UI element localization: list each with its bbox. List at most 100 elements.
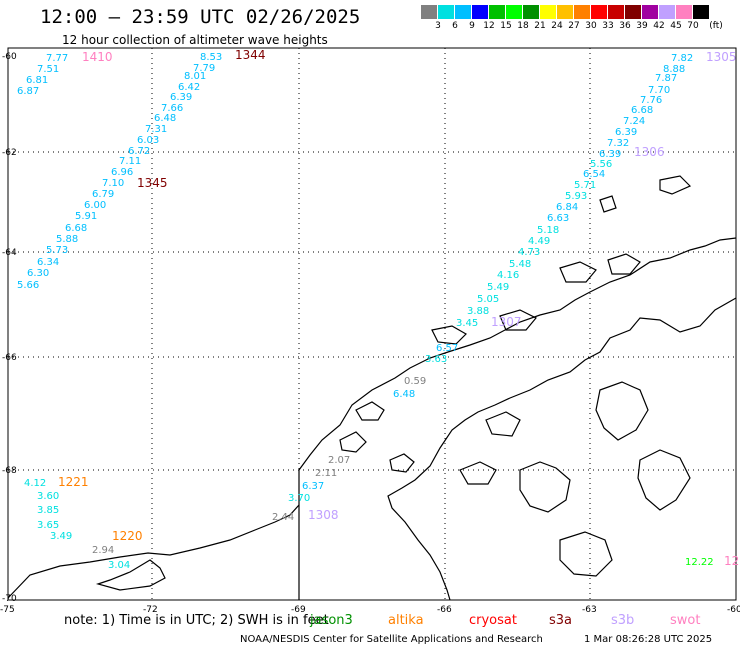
color-swatch <box>608 5 625 19</box>
wave-height-value: 7.77 <box>46 53 68 64</box>
wave-height-value: 6.54 <box>583 169 605 180</box>
wave-height-value: 6.00 <box>84 200 106 211</box>
coastline-path <box>595 381 649 441</box>
wave-height-value: 12.22 <box>685 557 714 568</box>
longitude-label: -66 <box>437 605 452 615</box>
color-scale-labels: 3 6 9 12 15 18 21 24 27 30 33 36 39 42 45 70 (ft) <box>421 21 740 33</box>
wave-height-value: 7.87 <box>655 73 677 84</box>
color-scale-tick-label: 45 <box>670 21 682 31</box>
wave-height-value: 6.48 <box>393 389 415 400</box>
latitude-label: -62 <box>2 148 17 158</box>
color-swatch <box>625 5 642 19</box>
color-scale-tick-label: 36 <box>619 21 631 31</box>
color-scale-tick-label: 21 <box>534 21 546 31</box>
wave-height-value: 4.49 <box>528 236 550 247</box>
color-scale-tick-label: 42 <box>653 21 665 31</box>
color-scale-unit: (ft) <box>709 21 723 31</box>
color-scale-tick-label: 3 <box>435 21 441 31</box>
color-scale-tick-label: 27 <box>568 21 580 31</box>
latitude-label: -68 <box>2 466 17 476</box>
latitude-label: -64 <box>2 248 17 258</box>
coastline-path <box>559 531 613 577</box>
color-scale-tick-label: 18 <box>517 21 529 31</box>
wave-height-value: 8.01 <box>184 71 206 82</box>
wave-height-value: 7.70 <box>648 85 670 96</box>
wave-height-value: 6.39 <box>599 149 621 160</box>
coastline-path <box>559 261 597 283</box>
color-swatch <box>455 5 472 19</box>
coastline-path <box>431 325 467 345</box>
wave-height-value: 7.66 <box>161 103 183 114</box>
coastline-path <box>389 453 415 473</box>
color-swatch <box>472 5 489 19</box>
color-swatch <box>659 5 676 19</box>
wave-height-value: 7.79 <box>193 63 215 74</box>
track-time-label: 1220 <box>112 529 143 543</box>
wave-height-value: 7.31 <box>145 124 167 135</box>
coastline-path <box>459 461 497 485</box>
color-scale-tick-label: 9 <box>469 21 475 31</box>
footer-note: note: 1) Time is in UTC; 2) SWH is in fe… <box>64 613 329 628</box>
color-swatch <box>557 5 574 19</box>
color-swatch <box>591 5 608 19</box>
wave-height-value: 6.96 <box>111 167 133 178</box>
coastline-path <box>519 461 571 513</box>
generated-timestamp: 1 Mar 08:26:28 UTC 2025 <box>584 634 713 645</box>
wave-height-value: 5.48 <box>509 259 531 270</box>
color-scale-tick-label: 12 <box>483 21 495 31</box>
wave-height-value: 4.73 <box>518 247 540 258</box>
wave-height-value: 7.10 <box>102 178 124 189</box>
wave-height-value: 3.60 <box>37 491 59 502</box>
wave-height-value: 2.07 <box>328 455 350 466</box>
wave-height-value: 5.91 <box>75 211 97 222</box>
color-swatch <box>421 5 438 19</box>
coastline-path <box>607 253 641 275</box>
wave-height-value: 2.44 <box>272 512 294 523</box>
latitude-label: -70 <box>2 594 17 604</box>
wave-height-value: 6.63 <box>547 213 569 224</box>
track-time-label: 12 <box>724 554 739 568</box>
color-swatch <box>693 5 710 19</box>
wave-height-value: 3.85 <box>37 505 59 516</box>
wave-height-value: 3.04 <box>108 560 130 571</box>
wave-height-value: 6.30 <box>27 268 49 279</box>
color-scale-tick-label: 33 <box>602 21 614 31</box>
color-scale-tick-label: 15 <box>500 21 512 31</box>
map-frame <box>7 47 737 601</box>
wave-height-value: 2.94 <box>92 545 114 556</box>
color-scale-tick-label: 70 <box>687 21 699 31</box>
coastline-path <box>637 449 691 511</box>
wave-height-value: 3.63 <box>425 354 447 365</box>
credit-line: NOAA/NESDIS Center for Satellite Applica… <box>240 634 543 645</box>
wave-height-value: 7.76 <box>640 95 662 106</box>
wave-height-value: 3.49 <box>50 531 72 542</box>
wave-height-value: 4.16 <box>497 270 519 281</box>
wave-height-value: 3.70 <box>288 493 310 504</box>
wave-height-value: 5.88 <box>56 234 78 245</box>
wave-height-value: 7.32 <box>607 138 629 149</box>
wave-height-value: 3.45 <box>456 318 478 329</box>
longitude-label: -69 <box>291 605 306 615</box>
wave-height-value: 6.37 <box>302 481 324 492</box>
wave-height-value: 5.66 <box>17 280 39 291</box>
longitude-label: -60 <box>727 605 740 615</box>
coastline-path <box>298 237 737 600</box>
wave-height-value: 5.93 <box>565 191 587 202</box>
map-title: 12:00 – 23:59 UTC 02/26/2025 <box>40 6 361 28</box>
satellite-legend-s3a: s3a <box>549 613 573 628</box>
track-time-label: 1308 <box>308 508 339 522</box>
satellite-legend-s3b: s3b <box>611 613 635 628</box>
satellite-legend-swot: swot <box>670 613 701 628</box>
color-swatch <box>489 5 506 19</box>
wave-height-value: 6.34 <box>37 257 59 268</box>
wave-height-value: 6.03 <box>137 135 159 146</box>
color-swatch <box>523 5 540 19</box>
track-time-label: 1410 <box>82 50 113 64</box>
wave-height-value: 8.53 <box>200 52 222 63</box>
wave-height-value: 7.24 <box>623 116 645 127</box>
wave-height-value: 6.39 <box>170 92 192 103</box>
satellite-legend-jason3: jason3 <box>310 613 353 628</box>
wave-height-value: 0.59 <box>404 376 426 387</box>
map-subtitle: 12 hour collection of altimeter wave hei… <box>62 33 328 47</box>
color-swatch <box>540 5 557 19</box>
